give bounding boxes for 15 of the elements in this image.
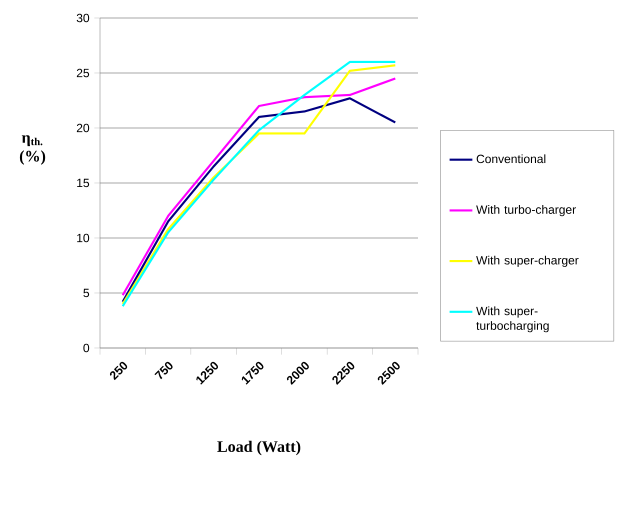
y-tick-label: 5 <box>83 288 90 298</box>
x-axis-title: Load (Watt) <box>217 440 300 456</box>
x-tick-label: 750 <box>154 362 173 380</box>
y-tick-label: 15 <box>77 178 90 188</box>
y-tick-label: 20 <box>76 124 90 132</box>
legend-label: With turbo-charger <box>476 205 576 216</box>
x-tick-label: 250 <box>110 362 128 380</box>
legend-label: Conventional <box>476 154 546 164</box>
y-tick-label: 25 <box>76 68 90 78</box>
legend-label: With super-turbocharging <box>476 306 549 332</box>
y-tick-label: 30 <box>76 14 90 22</box>
y-axis-title: η$_{th.}$ (%) <box>20 135 46 165</box>
legend-label: With super-charger <box>476 256 579 267</box>
y-tick-label: 10 <box>77 234 90 242</box>
y-tick-label: 0 <box>83 344 90 352</box>
